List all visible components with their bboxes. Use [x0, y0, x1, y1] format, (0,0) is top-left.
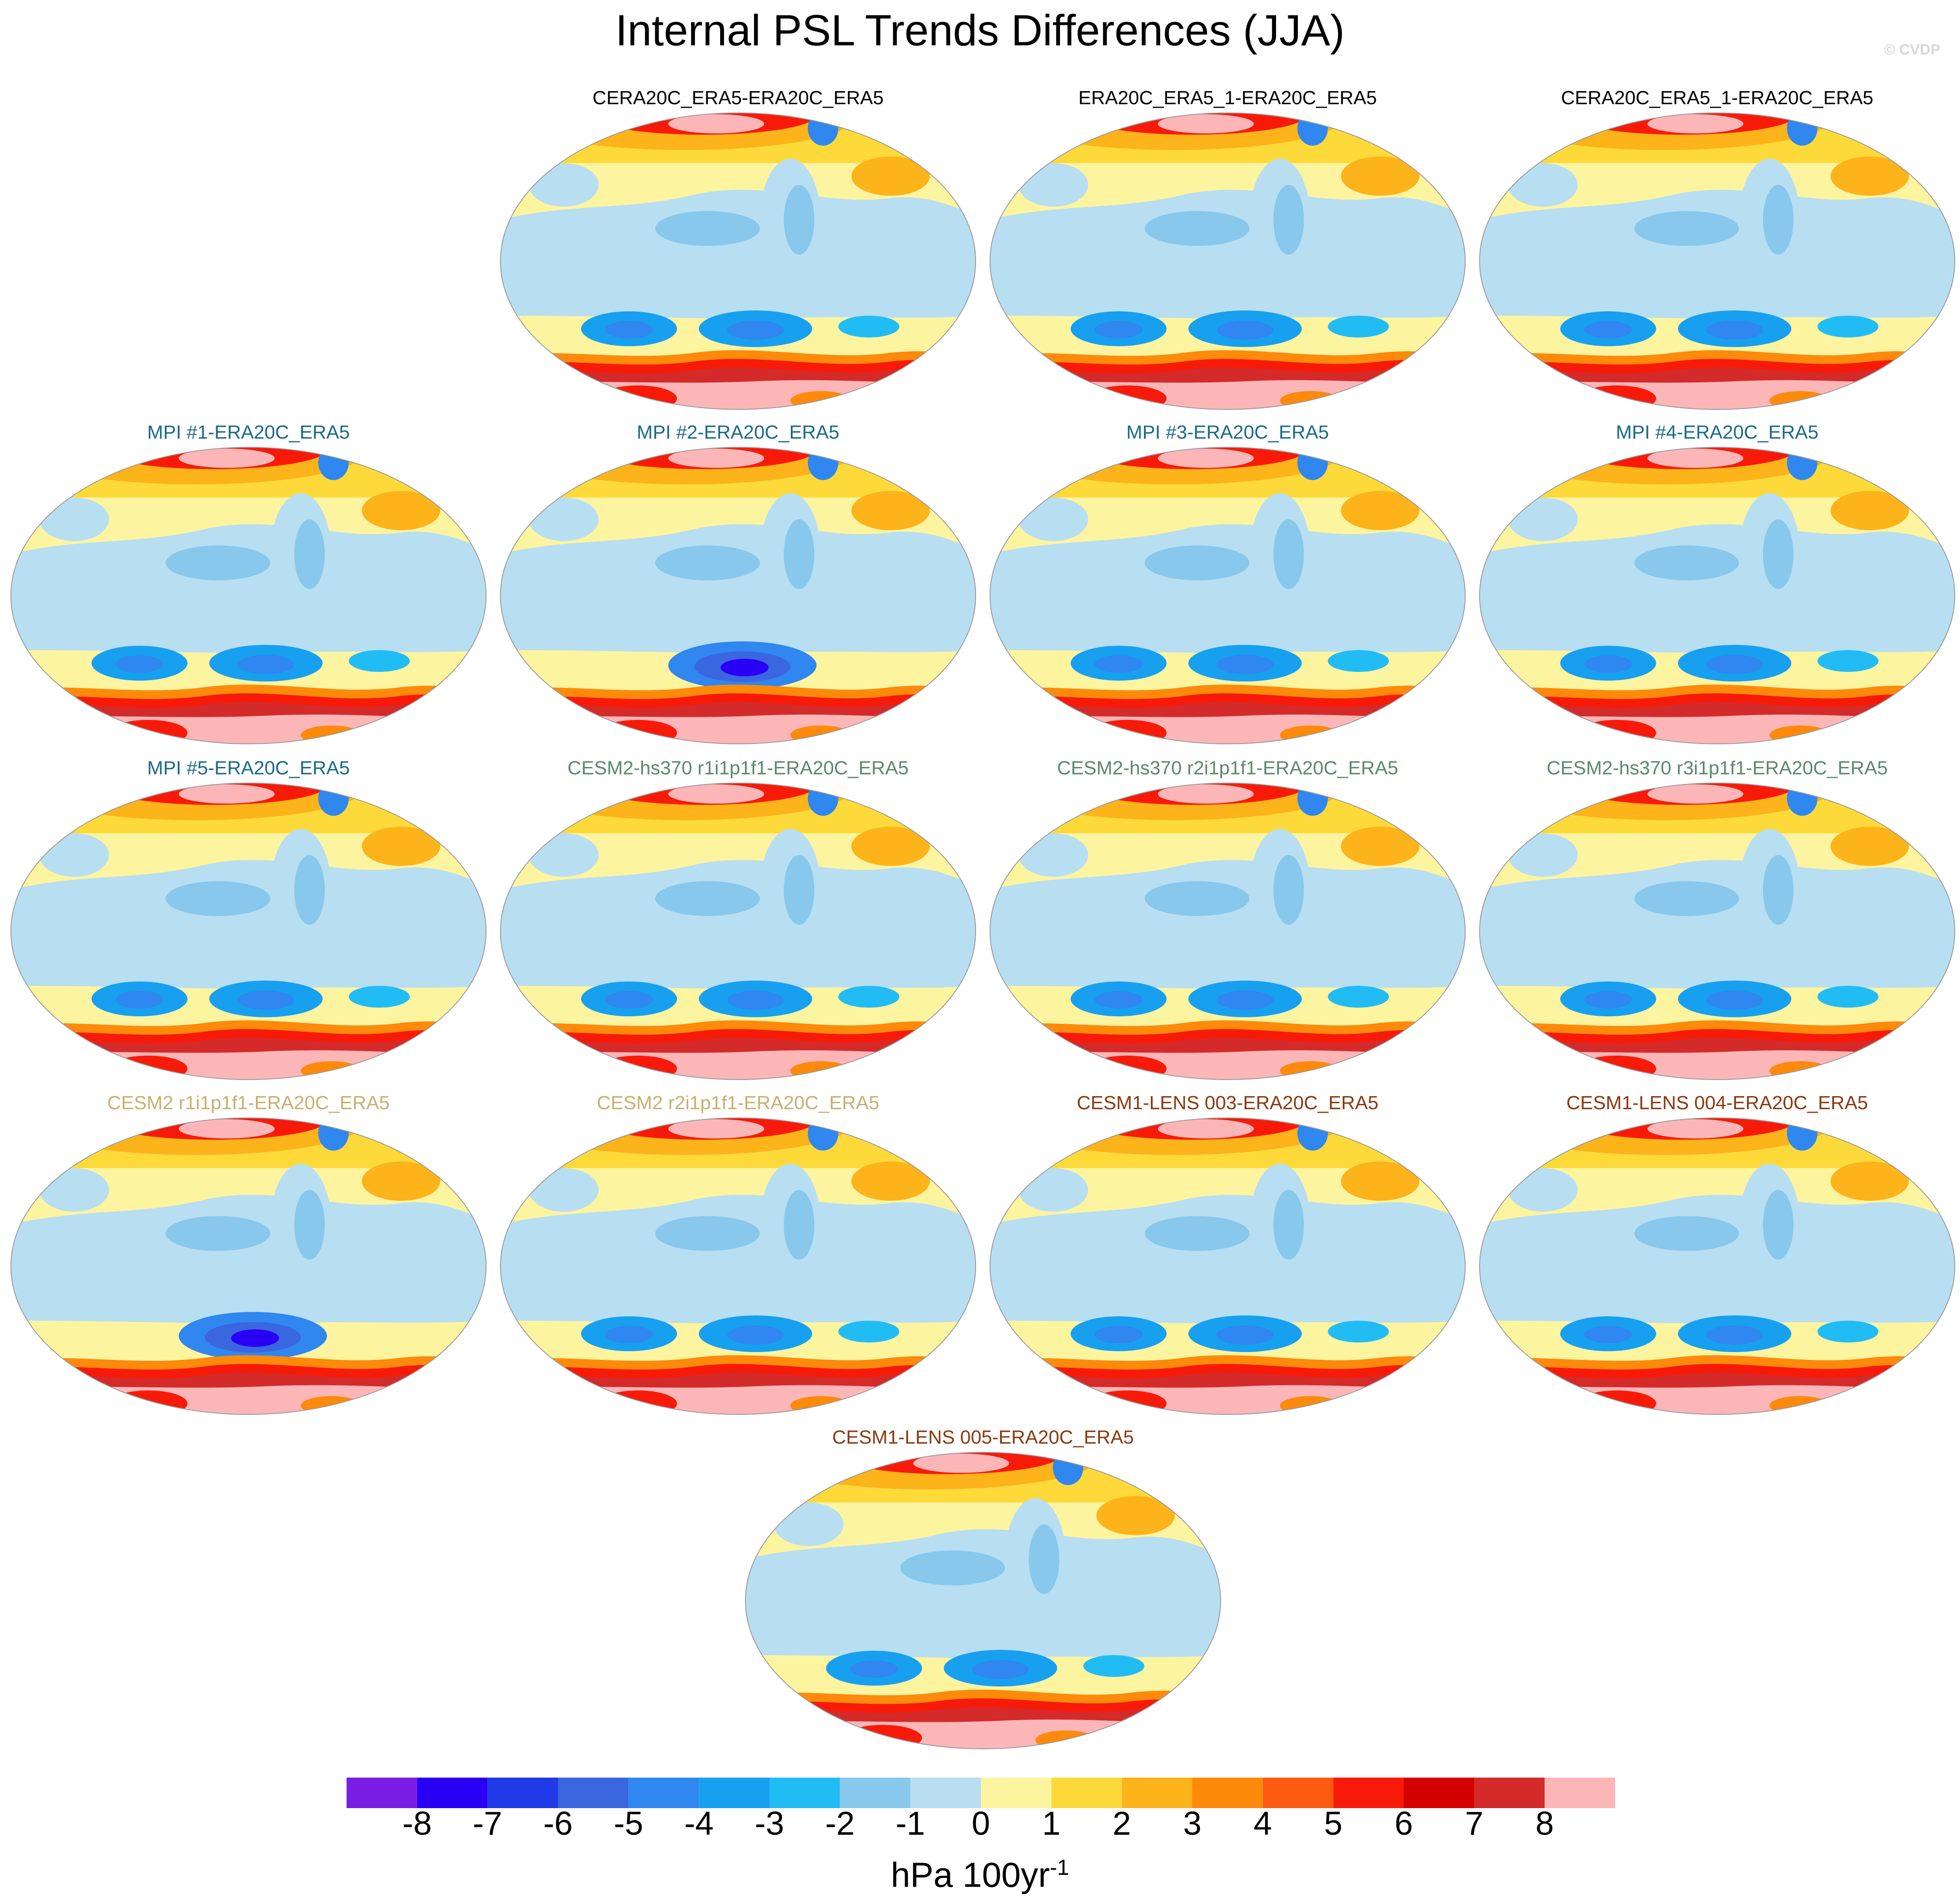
- map-panel: CERA20C_ERA5_1-ERA20C_ERA5: [1477, 87, 1957, 427]
- map-panel: CESM1-LENS 004-ERA20C_ERA5: [1477, 1092, 1957, 1432]
- colorbar-swatch: [1262, 1778, 1334, 1808]
- colorbar-swatch: [487, 1778, 558, 1808]
- colorbar-swatch: [910, 1778, 981, 1808]
- colorbar-tick-label: 3: [1183, 1805, 1202, 1842]
- panel-title: CESM1-LENS 004-ERA20C_ERA5: [1566, 1092, 1868, 1114]
- map-panel: MPI #2-ERA20C_ERA5: [498, 422, 978, 762]
- colorbar-tick-label: -7: [473, 1805, 503, 1842]
- global-map: [989, 112, 1466, 410]
- map-panel: CESM2-hs370 r3i1p1f1-ERA20C_ERA5: [1477, 757, 1957, 1097]
- panel-title: MPI #2-ERA20C_ERA5: [636, 422, 840, 443]
- global-map: [500, 112, 977, 410]
- colorbar-tick-label: 6: [1394, 1805, 1413, 1842]
- colorbar-tick-label: 5: [1324, 1805, 1343, 1842]
- colorbar-swatch: [417, 1778, 488, 1808]
- map-panel: MPI #1-ERA20C_ERA5: [9, 422, 488, 762]
- map-panel: MPI #4-ERA20C_ERA5: [1477, 422, 1957, 762]
- colorbar-tick-label: -3: [755, 1805, 784, 1842]
- colorbar: [347, 1778, 1615, 1808]
- colorbar-swatch: [699, 1778, 769, 1808]
- map-panel: ERA20C_ERA5_1-ERA20C_ERA5: [988, 87, 1467, 427]
- colorbar-swatch: [1192, 1778, 1263, 1808]
- colorbar-tick-label: 7: [1465, 1805, 1484, 1842]
- panel-title: MPI #3-ERA20C_ERA5: [1126, 422, 1329, 443]
- colorbar-swatch: [558, 1778, 629, 1808]
- colorbar-tick-label: 2: [1113, 1805, 1131, 1842]
- global-map: [989, 1117, 1466, 1415]
- units-main: hPa 100yr: [891, 1855, 1050, 1894]
- map-panel: CESM2-hs370 r2i1p1f1-ERA20C_ERA5: [988, 757, 1467, 1097]
- panel-title: MPI #4-ERA20C_ERA5: [1616, 422, 1819, 443]
- colorbar-swatch: [1051, 1778, 1122, 1808]
- colorbar-swatch: [981, 1778, 1051, 1808]
- panel-title: CESM2-hs370 r2i1p1f1-ERA20C_ERA5: [1057, 757, 1399, 779]
- colorbar-tick-label: 0: [971, 1805, 990, 1842]
- panel-title: CESM2-hs370 r1i1p1f1-ERA20C_ERA5: [567, 757, 909, 779]
- map-panel: CERA20C_ERA5-ERA20C_ERA5: [498, 87, 978, 427]
- map-panel: CESM2 r1i1p1f1-ERA20C_ERA5: [9, 1092, 488, 1432]
- panel-title: CESM2 r2i1p1f1-ERA20C_ERA5: [596, 1092, 880, 1114]
- colorbar-swatch: [1122, 1778, 1192, 1808]
- global-map: [989, 447, 1466, 744]
- watermark: © CVDP: [1884, 41, 1940, 58]
- figure-title: Internal PSL Trends Differences (JJA): [615, 6, 1345, 55]
- colorbar-swatch: [1333, 1778, 1404, 1808]
- map-panel: CESM1-LENS 005-ERA20C_ERA5: [743, 1427, 1223, 1767]
- global-map: [745, 1452, 1222, 1749]
- global-map: [500, 783, 977, 1080]
- colorbar-swatch: [1404, 1778, 1474, 1808]
- global-map: [10, 1117, 487, 1415]
- panel-title: MPI #1-ERA20C_ERA5: [147, 422, 350, 443]
- panel-title: CESM2-hs370 r3i1p1f1-ERA20C_ERA5: [1546, 757, 1888, 779]
- panel-title: CESM1-LENS 005-ERA20C_ERA5: [832, 1427, 1134, 1448]
- colorbar-swatch: [347, 1778, 417, 1808]
- colorbar-tick-label: 8: [1535, 1805, 1554, 1842]
- global-map: [500, 447, 977, 744]
- global-map: [989, 783, 1466, 1080]
- colorbar-swatch: [1545, 1778, 1615, 1808]
- global-map: [1479, 783, 1956, 1080]
- colorbar-tick-label: -5: [613, 1805, 643, 1842]
- colorbar-tick-label: -2: [825, 1805, 855, 1842]
- colorbar-tick-label: -1: [895, 1805, 926, 1842]
- global-map: [1479, 1117, 1956, 1415]
- colorbar-units: hPa 100yr-1: [0, 1848, 1960, 1895]
- map-panel: CESM2-hs370 r1i1p1f1-ERA20C_ERA5: [498, 757, 978, 1097]
- panel-title: CERA20C_ERA5-ERA20C_ERA5: [592, 87, 884, 109]
- colorbar-swatch: [628, 1778, 699, 1808]
- colorbar-tick-label: -8: [402, 1805, 432, 1842]
- panel-title: CESM2 r1i1p1f1-ERA20C_ERA5: [107, 1092, 390, 1114]
- colorbar-tick-label: -6: [543, 1805, 573, 1842]
- colorbar-tick-label: 1: [1042, 1805, 1061, 1842]
- colorbar-tick-label: -4: [684, 1805, 714, 1842]
- global-map: [10, 783, 487, 1080]
- panel-title: MPI #5-ERA20C_ERA5: [147, 757, 350, 779]
- colorbar-tick-label: 4: [1253, 1805, 1272, 1842]
- global-map: [1479, 447, 1956, 744]
- colorbar-swatch: [840, 1778, 911, 1808]
- colorbar-swatch: [1474, 1778, 1545, 1808]
- map-panel: CESM1-LENS 003-ERA20C_ERA5: [988, 1092, 1467, 1432]
- global-map: [10, 447, 487, 744]
- colorbar-swatch: [769, 1778, 840, 1808]
- panel-title: CESM1-LENS 003-ERA20C_ERA5: [1076, 1092, 1379, 1114]
- global-map: [500, 1117, 977, 1415]
- map-panel: MPI #3-ERA20C_ERA5: [988, 422, 1467, 762]
- global-map: [1479, 112, 1956, 410]
- panel-title: ERA20C_ERA5_1-ERA20C_ERA5: [1078, 87, 1377, 109]
- panel-title: CERA20C_ERA5_1-ERA20C_ERA5: [1561, 87, 1874, 109]
- map-panel: MPI #5-ERA20C_ERA5: [9, 757, 488, 1097]
- map-panel: CESM2 r2i1p1f1-ERA20C_ERA5: [498, 1092, 978, 1432]
- units-exponent: -1: [1050, 1855, 1069, 1880]
